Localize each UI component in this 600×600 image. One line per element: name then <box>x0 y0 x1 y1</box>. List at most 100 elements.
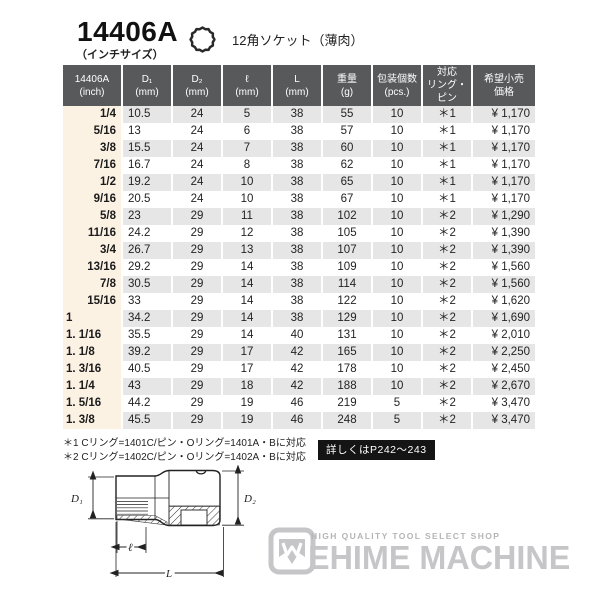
value-cell: 10 <box>373 140 421 157</box>
value-cell: ¥ 2,010 <box>473 327 535 344</box>
value-cell: ¥ 3,470 <box>473 395 535 412</box>
value-cell: 5 <box>373 395 421 412</box>
value-cell: 29 <box>173 378 221 395</box>
value-cell: 13 <box>123 123 171 140</box>
table-row: 3/8 15.5 24 7 38 60 10 ＊1 ¥ 1,170 <box>63 140 535 157</box>
value-cell: 38 <box>273 276 321 293</box>
size-cell: 1. 5/16 <box>63 395 121 412</box>
value-cell: 38 <box>273 225 321 242</box>
table-row: 15/16 33 29 14 38 122 10 ＊2 ¥ 1,620 <box>63 293 535 310</box>
value-cell: 13 <box>223 242 271 259</box>
value-cell: 55 <box>323 106 371 123</box>
product-type-label: 12角ソケット（薄肉） <box>232 33 364 48</box>
value-cell: 46 <box>273 395 321 412</box>
size-cell: 13/16 <box>63 259 121 276</box>
value-cell: 16.7 <box>123 157 171 174</box>
value-cell: ¥ 1,560 <box>473 259 535 276</box>
value-cell: 12 <box>223 225 271 242</box>
value-cell: ＊2 <box>423 395 471 412</box>
serration-lines <box>117 501 148 515</box>
dim-label-l-small: ℓ <box>128 542 133 554</box>
value-cell: 8 <box>223 157 271 174</box>
value-cell: 65 <box>323 174 371 191</box>
value-cell: 24.2 <box>123 225 171 242</box>
value-cell: ＊1 <box>423 191 471 208</box>
value-cell: ＊1 <box>423 123 471 140</box>
value-cell: 219 <box>323 395 371 412</box>
value-cell: 29 <box>173 208 221 225</box>
value-cell: 29 <box>173 259 221 276</box>
spec-table: 14406A (inch) D₁ (mm) D₂ (mm) ℓ (mm) L (mm) 重量 (g) 包… <box>61 65 537 429</box>
value-cell: 6 <box>223 123 271 140</box>
value-cell: ＊2 <box>423 259 471 276</box>
column-header: 希望小売 価格 <box>473 65 535 106</box>
value-cell: 10 <box>373 174 421 191</box>
size-cell: 5/16 <box>63 123 121 140</box>
value-cell: 19.2 <box>123 174 171 191</box>
value-cell: 39.2 <box>123 344 171 361</box>
table-row: 5/8 23 29 11 38 102 10 ＊2 ¥ 1,290 <box>63 208 535 225</box>
12-point-socket-icon <box>189 26 216 53</box>
value-cell: ¥ 1,620 <box>473 293 535 310</box>
page-title: 14406A <box>77 16 179 47</box>
value-cell: 248 <box>323 412 371 429</box>
value-cell: 29 <box>173 412 221 429</box>
value-cell: 38 <box>273 140 321 157</box>
value-cell: 102 <box>323 208 371 225</box>
value-cell: 122 <box>323 293 371 310</box>
logo-wordmark: EHIME MACHINE <box>308 539 571 576</box>
size-cell: 1/2 <box>63 174 121 191</box>
value-cell: 14 <box>223 327 271 344</box>
value-cell: 38 <box>273 259 321 276</box>
value-cell: 46 <box>273 412 321 429</box>
value-cell: 19 <box>223 412 271 429</box>
dim-label-l-big: L <box>165 568 172 580</box>
value-cell: 38 <box>273 242 321 259</box>
value-cell: 165 <box>323 344 371 361</box>
value-cell: 14 <box>223 293 271 310</box>
value-cell: 178 <box>323 361 371 378</box>
value-cell: 10 <box>373 344 421 361</box>
value-cell: 67 <box>323 191 371 208</box>
value-cell: 42 <box>273 361 321 378</box>
value-cell: 23 <box>123 208 171 225</box>
value-cell: 17 <box>223 344 271 361</box>
value-cell: 29 <box>173 361 221 378</box>
value-cell: ¥ 2,450 <box>473 361 535 378</box>
size-cell: 1. 1/16 <box>63 327 121 344</box>
column-header: D₁ (mm) <box>123 65 171 106</box>
value-cell: 14 <box>223 310 271 327</box>
value-cell: 30.5 <box>123 276 171 293</box>
value-cell: 42 <box>273 344 321 361</box>
column-header: D₂ (mm) <box>173 65 221 106</box>
value-cell: 24 <box>173 174 221 191</box>
value-cell: ¥ 1,390 <box>473 242 535 259</box>
value-cell: ＊2 <box>423 208 471 225</box>
value-cell: 38 <box>273 123 321 140</box>
table-row: 1. 1/8 39.2 29 17 42 165 10 ＊2 ¥ 2,250 <box>63 344 535 361</box>
hatch-socket-wall <box>116 515 168 526</box>
value-cell: 38 <box>273 106 321 123</box>
value-cell: ¥ 2,670 <box>473 378 535 395</box>
value-cell: 188 <box>323 378 371 395</box>
table-row: 3/4 26.7 29 13 38 107 10 ＊2 ¥ 1,390 <box>63 242 535 259</box>
size-cell: 1. 1/4 <box>63 378 121 395</box>
value-cell: 38 <box>273 293 321 310</box>
value-cell: 10 <box>373 378 421 395</box>
value-cell: 40 <box>273 327 321 344</box>
value-cell: 38 <box>273 208 321 225</box>
value-cell: 17 <box>223 361 271 378</box>
value-cell: 34.2 <box>123 310 171 327</box>
value-cell: 24 <box>173 157 221 174</box>
size-cell: 11/16 <box>63 225 121 242</box>
value-cell: 10 <box>223 191 271 208</box>
logo-tagline: HIGH QUALITY TOOL SELECT SHOP <box>311 531 501 541</box>
value-cell: 26.7 <box>123 242 171 259</box>
value-cell: ＊1 <box>423 174 471 191</box>
value-cell: 11 <box>223 208 271 225</box>
table-row: 7/16 16.7 24 8 38 62 10 ＊1 ¥ 1,170 <box>63 157 535 174</box>
value-cell: 57 <box>323 123 371 140</box>
ehime-machine-logo-icon <box>268 527 316 575</box>
footnote-ring-1: ＊1 Cリング=1401C/ピン・Oリング=1401A・Bに対応 <box>63 438 306 449</box>
value-cell: 38 <box>273 310 321 327</box>
